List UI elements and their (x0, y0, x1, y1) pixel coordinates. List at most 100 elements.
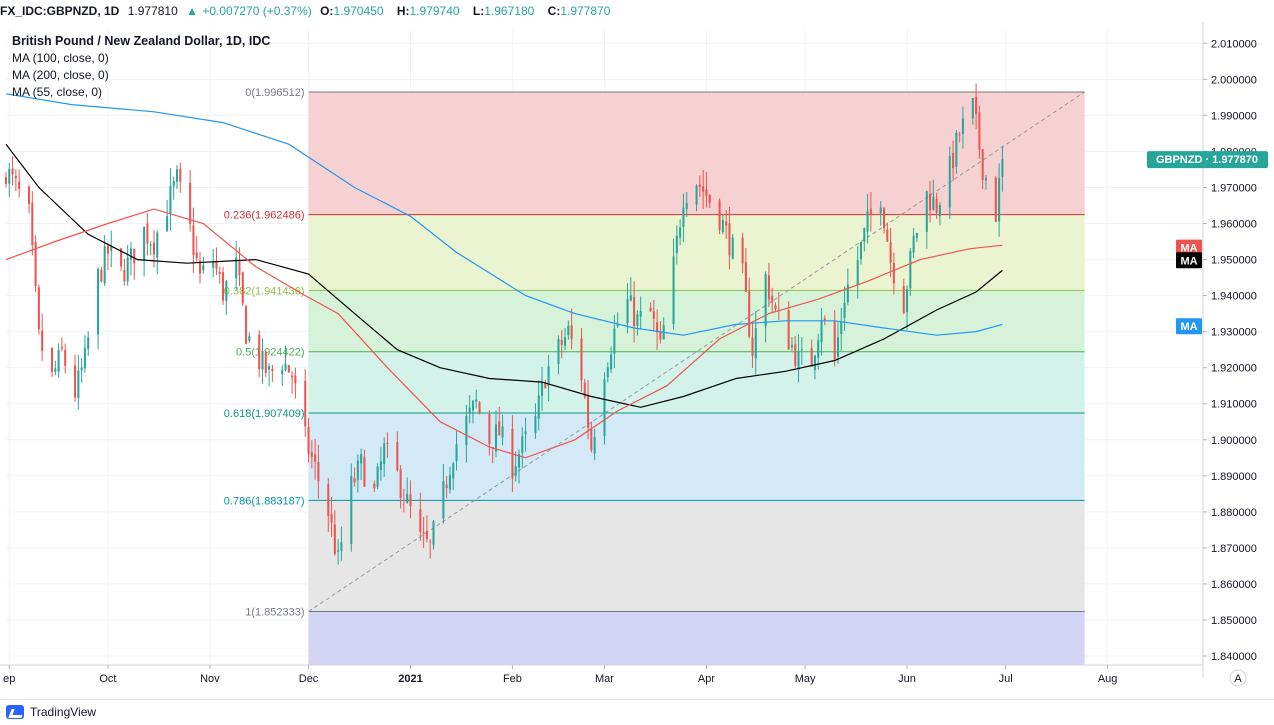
candle-body (103, 246, 106, 284)
candle-body (754, 327, 757, 359)
candle-body (882, 208, 886, 229)
price-tick-label: 2.000000 (1211, 74, 1257, 86)
candle-body (356, 460, 359, 481)
candle-body (672, 256, 675, 325)
low-value: L:1.967180 (473, 4, 539, 18)
ma-badge (1176, 318, 1202, 335)
candle-body (419, 509, 422, 532)
candle-body (524, 431, 527, 435)
candle-body (616, 324, 619, 326)
candle-body (593, 437, 596, 454)
candle-body (4, 177, 8, 184)
candle-body (152, 242, 156, 255)
candle-body (846, 284, 849, 303)
candle-body (471, 400, 474, 411)
moving-average-line (5, 143, 1003, 408)
candle-body (166, 216, 169, 232)
candle-body (685, 203, 688, 210)
close-value: C:1.977870 (548, 4, 616, 18)
candle-body (682, 207, 685, 227)
candle-body (906, 288, 909, 313)
candle-body (787, 310, 790, 350)
candle-body (702, 186, 705, 192)
candle-body (402, 499, 405, 501)
legend-title: British Pound / New Zealand Dollar, 1D, … (12, 34, 271, 48)
chart-legend: British Pound / New Zealand Dollar, 1D, … (12, 33, 270, 101)
candle-body (952, 152, 955, 169)
time-tick-label: Dec (299, 673, 319, 685)
legend-item-ma55[interactable]: MA (55, close, 0) (12, 85, 103, 99)
candle-body (547, 366, 550, 386)
footer: TradingView (0, 699, 1274, 725)
fib-zone (308, 290, 1085, 352)
candle-body (294, 375, 297, 384)
candle-body (386, 442, 389, 444)
tradingview-logo[interactable]: TradingView (6, 705, 96, 719)
auto-scale-button[interactable]: A (1229, 669, 1247, 687)
price-axis-bg (1204, 22, 1274, 665)
candle-body (8, 168, 11, 184)
candle-body (291, 375, 294, 378)
candle-body (978, 112, 981, 150)
header-bar: FX_IDC:GBPNZD, 1D 1.977810 ▲ +0.007270 (… (0, 0, 1274, 22)
price-tick-label: 2.010000 (1211, 38, 1257, 50)
close-number: 1.977870 (560, 4, 611, 18)
candle-body (955, 132, 958, 167)
ma-badge-label: MA (1180, 321, 1197, 333)
price-chart[interactable]: 0(1.996512) 0.236(1.962486) 0.382(1.941436… (0, 22, 1274, 699)
ma-badge-label: MA (1180, 255, 1197, 267)
brand-name: TradingView (30, 705, 97, 719)
candle-body (57, 349, 60, 372)
candle-body (120, 248, 123, 267)
candle-body (452, 463, 455, 479)
auto-scale-label: A (1234, 673, 1242, 685)
fib-level-label: 0.786(1.883187) (224, 495, 305, 507)
candle-body (373, 483, 376, 489)
candle-body (925, 191, 928, 232)
price-tick-label: 1.940000 (1211, 291, 1257, 303)
candle-body (429, 541, 432, 543)
candle-body (879, 207, 882, 214)
candle-body (123, 270, 126, 282)
candle-body (751, 337, 754, 356)
candle-body (80, 367, 83, 371)
ma-badge (1176, 239, 1202, 256)
candle-body (475, 399, 478, 402)
candle-body (284, 363, 287, 371)
fib-zone (308, 214, 1085, 291)
symbol-label[interactable]: FX_IDC:GBPNZD, 1D (0, 4, 120, 18)
candle-body (629, 295, 632, 301)
candle-body (432, 521, 435, 545)
candle-body (399, 469, 402, 498)
candle-body (406, 493, 409, 503)
candle-body (238, 260, 241, 276)
candle-body (100, 269, 103, 282)
candle-body (396, 442, 399, 470)
ma-badge-label: MA (1180, 243, 1197, 255)
time-tick-label: Jul (999, 673, 1013, 685)
candle-body (748, 291, 751, 337)
candle-body (310, 452, 313, 458)
candle-body (409, 494, 412, 507)
candle-body (337, 550, 340, 552)
candle-body (958, 134, 961, 136)
candle-body (314, 454, 317, 462)
candle-body (984, 177, 987, 181)
candle-body (975, 96, 978, 115)
candle-body (932, 196, 935, 210)
fib-level-label: 1(1.852333) (245, 607, 304, 619)
time-tick-label: May (795, 673, 816, 685)
candle-body (215, 261, 218, 269)
price-badge (1147, 151, 1268, 169)
candle-body (74, 365, 77, 398)
candle-body (363, 456, 366, 487)
fib-level-label: 0.618(1.907409) (224, 408, 305, 420)
candle-body (981, 149, 984, 180)
candle-body (514, 466, 517, 476)
candle-body (218, 272, 221, 274)
legend-item-ma100[interactable]: MA (100, close, 0) (12, 51, 109, 65)
candle-body (961, 118, 964, 134)
candle-body (478, 402, 481, 413)
moving-average-line (5, 93, 1003, 336)
legend-item-ma200[interactable]: MA (200, close, 0) (12, 68, 109, 82)
